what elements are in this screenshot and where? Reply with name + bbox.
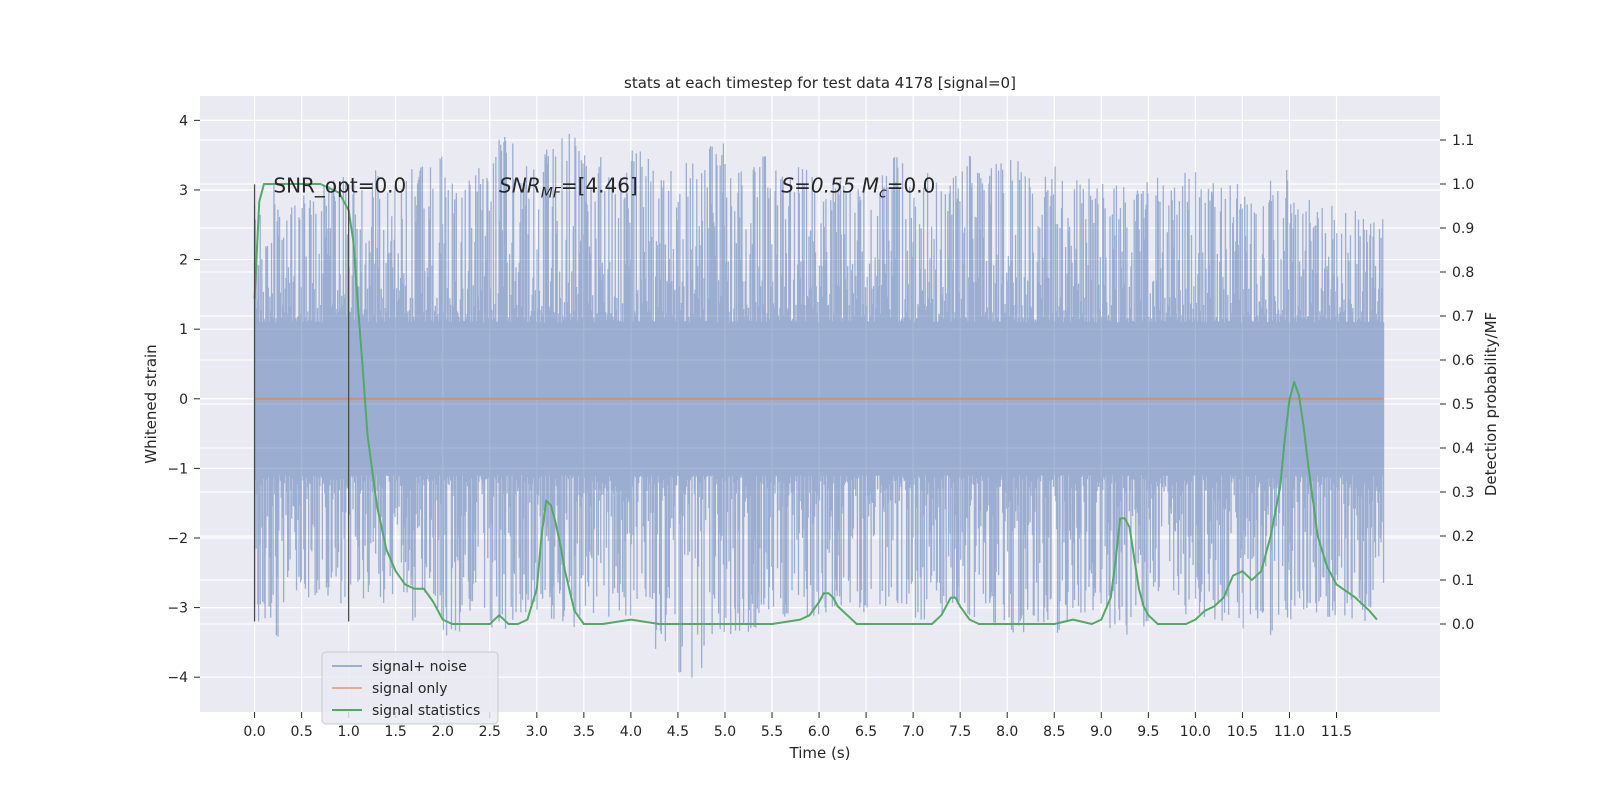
annotations: SNR_opt=0.0 SNRMF=[4.46] S=0.55 Mc=0.0 (273, 173, 935, 201)
y2-tick-label: 0.6 (1452, 353, 1474, 369)
x-tick-label: 4.0 (620, 724, 642, 740)
y-tick-label: 0 (179, 392, 188, 408)
x-tick-label: 8.5 (1043, 724, 1065, 740)
x-tick-label: 7.5 (949, 724, 971, 740)
x-tick-label: 11.0 (1274, 724, 1305, 740)
vertical-markers (253, 184, 350, 622)
legend-box (321, 651, 499, 725)
data-layer (253, 133, 1385, 678)
y2-tick-label: 0.5 (1452, 397, 1474, 413)
y-axis-label: Whitened strain (142, 344, 160, 463)
x-tick-label: 2.5 (479, 724, 501, 740)
x-tick-label: 3.0 (526, 724, 548, 740)
x-tick-label: 2.0 (432, 724, 454, 740)
y-tick-label: −3 (167, 601, 188, 617)
y-tick-label: 4 (179, 113, 188, 129)
x-tick-label: 4.5 (667, 724, 689, 740)
x-tick-label: 7.0 (902, 724, 924, 740)
y2-axis-label: Detection probability/MF (1482, 312, 1500, 496)
x-tick-label: 8.0 (996, 724, 1018, 740)
x-axis-label: Time (s) (789, 744, 851, 762)
y2-tick-label: 0.2 (1452, 529, 1474, 545)
x-tick-label: 6.5 (855, 724, 877, 740)
x-tick-label: 6.0 (808, 724, 830, 740)
y2-tick-label: 0.3 (1452, 485, 1474, 501)
y2-tick-label: 0.9 (1452, 221, 1474, 237)
series-signal-statistics (253, 183, 1378, 625)
legend-label: signal only (372, 681, 447, 697)
legend-label: signal statistics (372, 703, 480, 719)
annotation-2: S=0.55 Mc=0.0 (781, 173, 935, 201)
axes: 0.0 0.5 1.0 1.5 2.0 2.5 3.0 3.5 4.0 4.5 5.0 5.5 6.0 6… (167, 113, 1474, 740)
y-tick-label: −2 (167, 531, 188, 547)
x-tick-label: 10.5 (1227, 724, 1258, 740)
y2-tick-label: 0.7 (1452, 309, 1474, 325)
x-tick-label: 10.0 (1180, 724, 1211, 740)
y2-tick-label: 1.1 (1452, 133, 1474, 149)
x-tick-label: 1.0 (338, 724, 360, 740)
x-tick-label: 0.5 (290, 724, 312, 740)
y-tick-label: 3 (179, 183, 188, 199)
legend: signal+ noise signal only signal statistic… (321, 651, 499, 725)
legend-label: signal+ noise (372, 659, 467, 675)
x-tick-label: 9.0 (1090, 724, 1112, 740)
annotation-1: SNRMF=[4.46] (499, 173, 638, 201)
y-tick-label: 1 (179, 322, 188, 338)
x-tick-label: 11.5 (1321, 724, 1352, 740)
y2-tick-label: 0.4 (1452, 441, 1474, 457)
y-tick-label: −1 (167, 461, 188, 477)
x-tick-label: 9.5 (1137, 724, 1159, 740)
x-tick-label: 0.0 (243, 724, 265, 740)
y2-tick-label: 0.8 (1452, 265, 1474, 281)
x-tick-label: 5.5 (761, 724, 783, 740)
x-tick-label: 3.5 (573, 724, 595, 740)
x-tick-label: 1.5 (385, 724, 407, 740)
y-tick-label: −4 (167, 670, 188, 686)
y2-tick-label: 0.1 (1452, 573, 1474, 589)
annotation-0: SNR_opt=0.0 (273, 173, 406, 197)
y-tick-label: 2 (179, 253, 188, 269)
y2-tick-label: 0.0 (1452, 617, 1474, 633)
y2-tick-label: 1.0 (1452, 177, 1474, 193)
chart-title: stats at each timestep for test data 417… (624, 74, 1016, 92)
x-tick-label: 5.0 (714, 724, 736, 740)
